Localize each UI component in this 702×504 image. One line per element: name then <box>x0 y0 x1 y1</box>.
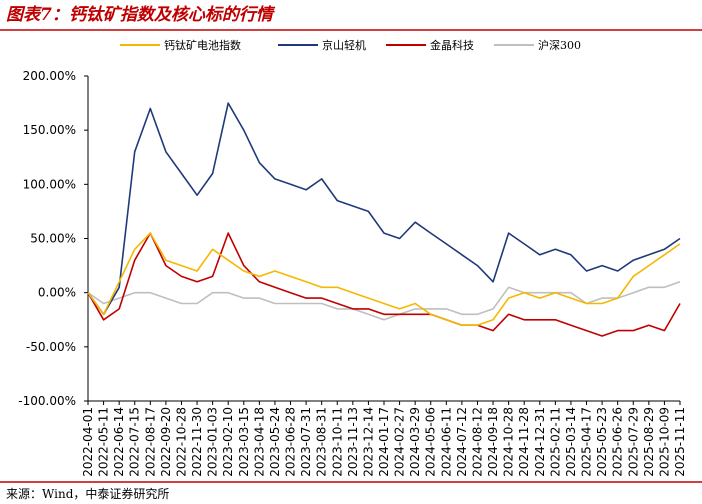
x-tick-label: 2025-04-17 <box>580 407 594 477</box>
x-tick-label: 2022-09-20 <box>159 407 173 477</box>
y-tick-label: 0.00% <box>38 286 76 300</box>
x-tick-label: 2024-02-27 <box>393 407 407 477</box>
x-tick-label: 2024-07-12 <box>455 407 469 477</box>
x-tick-label: 2023-04-18 <box>252 407 266 477</box>
x-tick-label: 2022-04-01 <box>81 407 95 477</box>
chart-title: 图表7：钙钛矿指数及核心标的行情 <box>6 5 276 25</box>
x-tick-label: 2022-06-14 <box>112 407 126 477</box>
x-tick-label: 2022-11-30 <box>190 407 204 477</box>
x-tick-label: 2022-07-15 <box>128 407 142 477</box>
x-tick-label: 2023-03-15 <box>237 407 251 477</box>
x-tick-label: 2024-10-28 <box>502 407 516 477</box>
x-tick-label: 2024-08-12 <box>470 407 484 477</box>
y-tick-label: -50.00% <box>26 340 76 354</box>
y-tick-label: 150.00% <box>23 123 76 137</box>
x-tick-label: 2025-07-29 <box>626 407 640 477</box>
x-tick-label: 2024-03-29 <box>408 407 422 477</box>
x-tick-label: 2025-06-26 <box>611 407 625 477</box>
x-tick-label: 2023-07-31 <box>299 407 313 477</box>
x-tick-label: 2025-02-11 <box>548 407 562 477</box>
series-line <box>87 232 681 337</box>
x-tick-label: 2023-06-28 <box>284 407 298 477</box>
legend-label: 钙钛矿电池指数 <box>164 38 241 52</box>
x-tick-label: 2024-09-18 <box>486 407 500 477</box>
legend-label: 京山轻机 <box>322 38 366 52</box>
x-tick-label: 2025-10-09 <box>657 407 671 477</box>
y-tick-label: 100.00% <box>23 177 76 191</box>
x-tick-label: 2024-06-11 <box>439 407 453 477</box>
x-tick-label: 2024-11-28 <box>517 407 531 477</box>
x-tick-label: 2024-01-17 <box>377 407 391 477</box>
x-tick-label: 2025-05-23 <box>595 407 609 477</box>
y-tick-label: 50.00% <box>30 232 76 246</box>
x-tick-label: 2023-05-24 <box>268 407 282 477</box>
x-tick-label: 2023-10-11 <box>330 407 344 477</box>
x-tick-label: 2024-12-31 <box>533 407 547 477</box>
x-tick-label: 2023-02-10 <box>221 407 235 477</box>
legend-label: 沪深300 <box>538 38 581 52</box>
x-tick-label: 2023-12-14 <box>361 407 375 477</box>
series-line <box>87 102 681 316</box>
x-tick-label: 2025-11-11 <box>673 407 687 477</box>
series-line <box>87 232 681 326</box>
x-tick-label: 2023-11-13 <box>346 407 360 477</box>
x-tick-label: 2023-08-31 <box>315 407 329 477</box>
x-tick-label: 2023-01-03 <box>206 407 220 477</box>
source-note: 来源：Wind，中泰证券研究所 <box>6 486 169 501</box>
legend-label: 金晶科技 <box>430 38 474 52</box>
x-tick-label: 2024-05-06 <box>424 407 438 477</box>
x-tick-label: 2022-10-28 <box>174 407 188 477</box>
series-line <box>87 281 681 321</box>
x-tick-label: 2025-03-14 <box>564 407 578 477</box>
y-tick-label: -100.00% <box>18 394 76 408</box>
x-tick-label: 2025-08-29 <box>642 407 656 477</box>
x-tick-label: 2022-08-17 <box>143 407 157 477</box>
y-tick-label: 200.00% <box>23 69 76 83</box>
x-tick-label: 2022-05-11 <box>97 407 111 477</box>
